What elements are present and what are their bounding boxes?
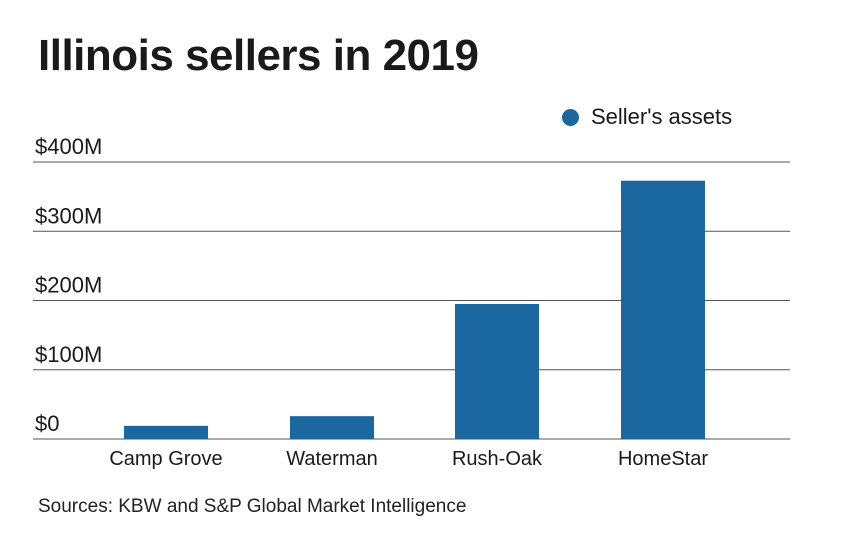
y-tick-label: $100M — [35, 342, 102, 367]
y-tick-label: $200M — [35, 273, 102, 298]
bar — [290, 416, 374, 439]
y-tick-label: $300M — [35, 203, 102, 228]
y-tick-label: $0 — [35, 411, 59, 436]
bar — [621, 180, 705, 439]
y-tick-label: $400M — [35, 134, 102, 159]
x-tick-label: Rush-Oak — [452, 448, 543, 470]
source-note: Sources: KBW and S&P Global Market Intel… — [38, 496, 467, 517]
legend-label: Seller's assets — [591, 104, 733, 129]
bar — [124, 425, 208, 439]
x-tick-label: HomeStar — [618, 448, 708, 470]
x-tick-label: Waterman — [286, 448, 378, 470]
chart-title: Illinois sellers in 2019 — [38, 31, 479, 80]
bar — [455, 303, 539, 439]
legend-marker — [562, 108, 579, 126]
x-tick-label: Camp Grove — [109, 448, 222, 470]
bar-chart: $0 $100M $200M $300M $400M Camp Grove Waterman… — [33, 134, 790, 470]
legend: Seller's assets — [562, 104, 732, 130]
